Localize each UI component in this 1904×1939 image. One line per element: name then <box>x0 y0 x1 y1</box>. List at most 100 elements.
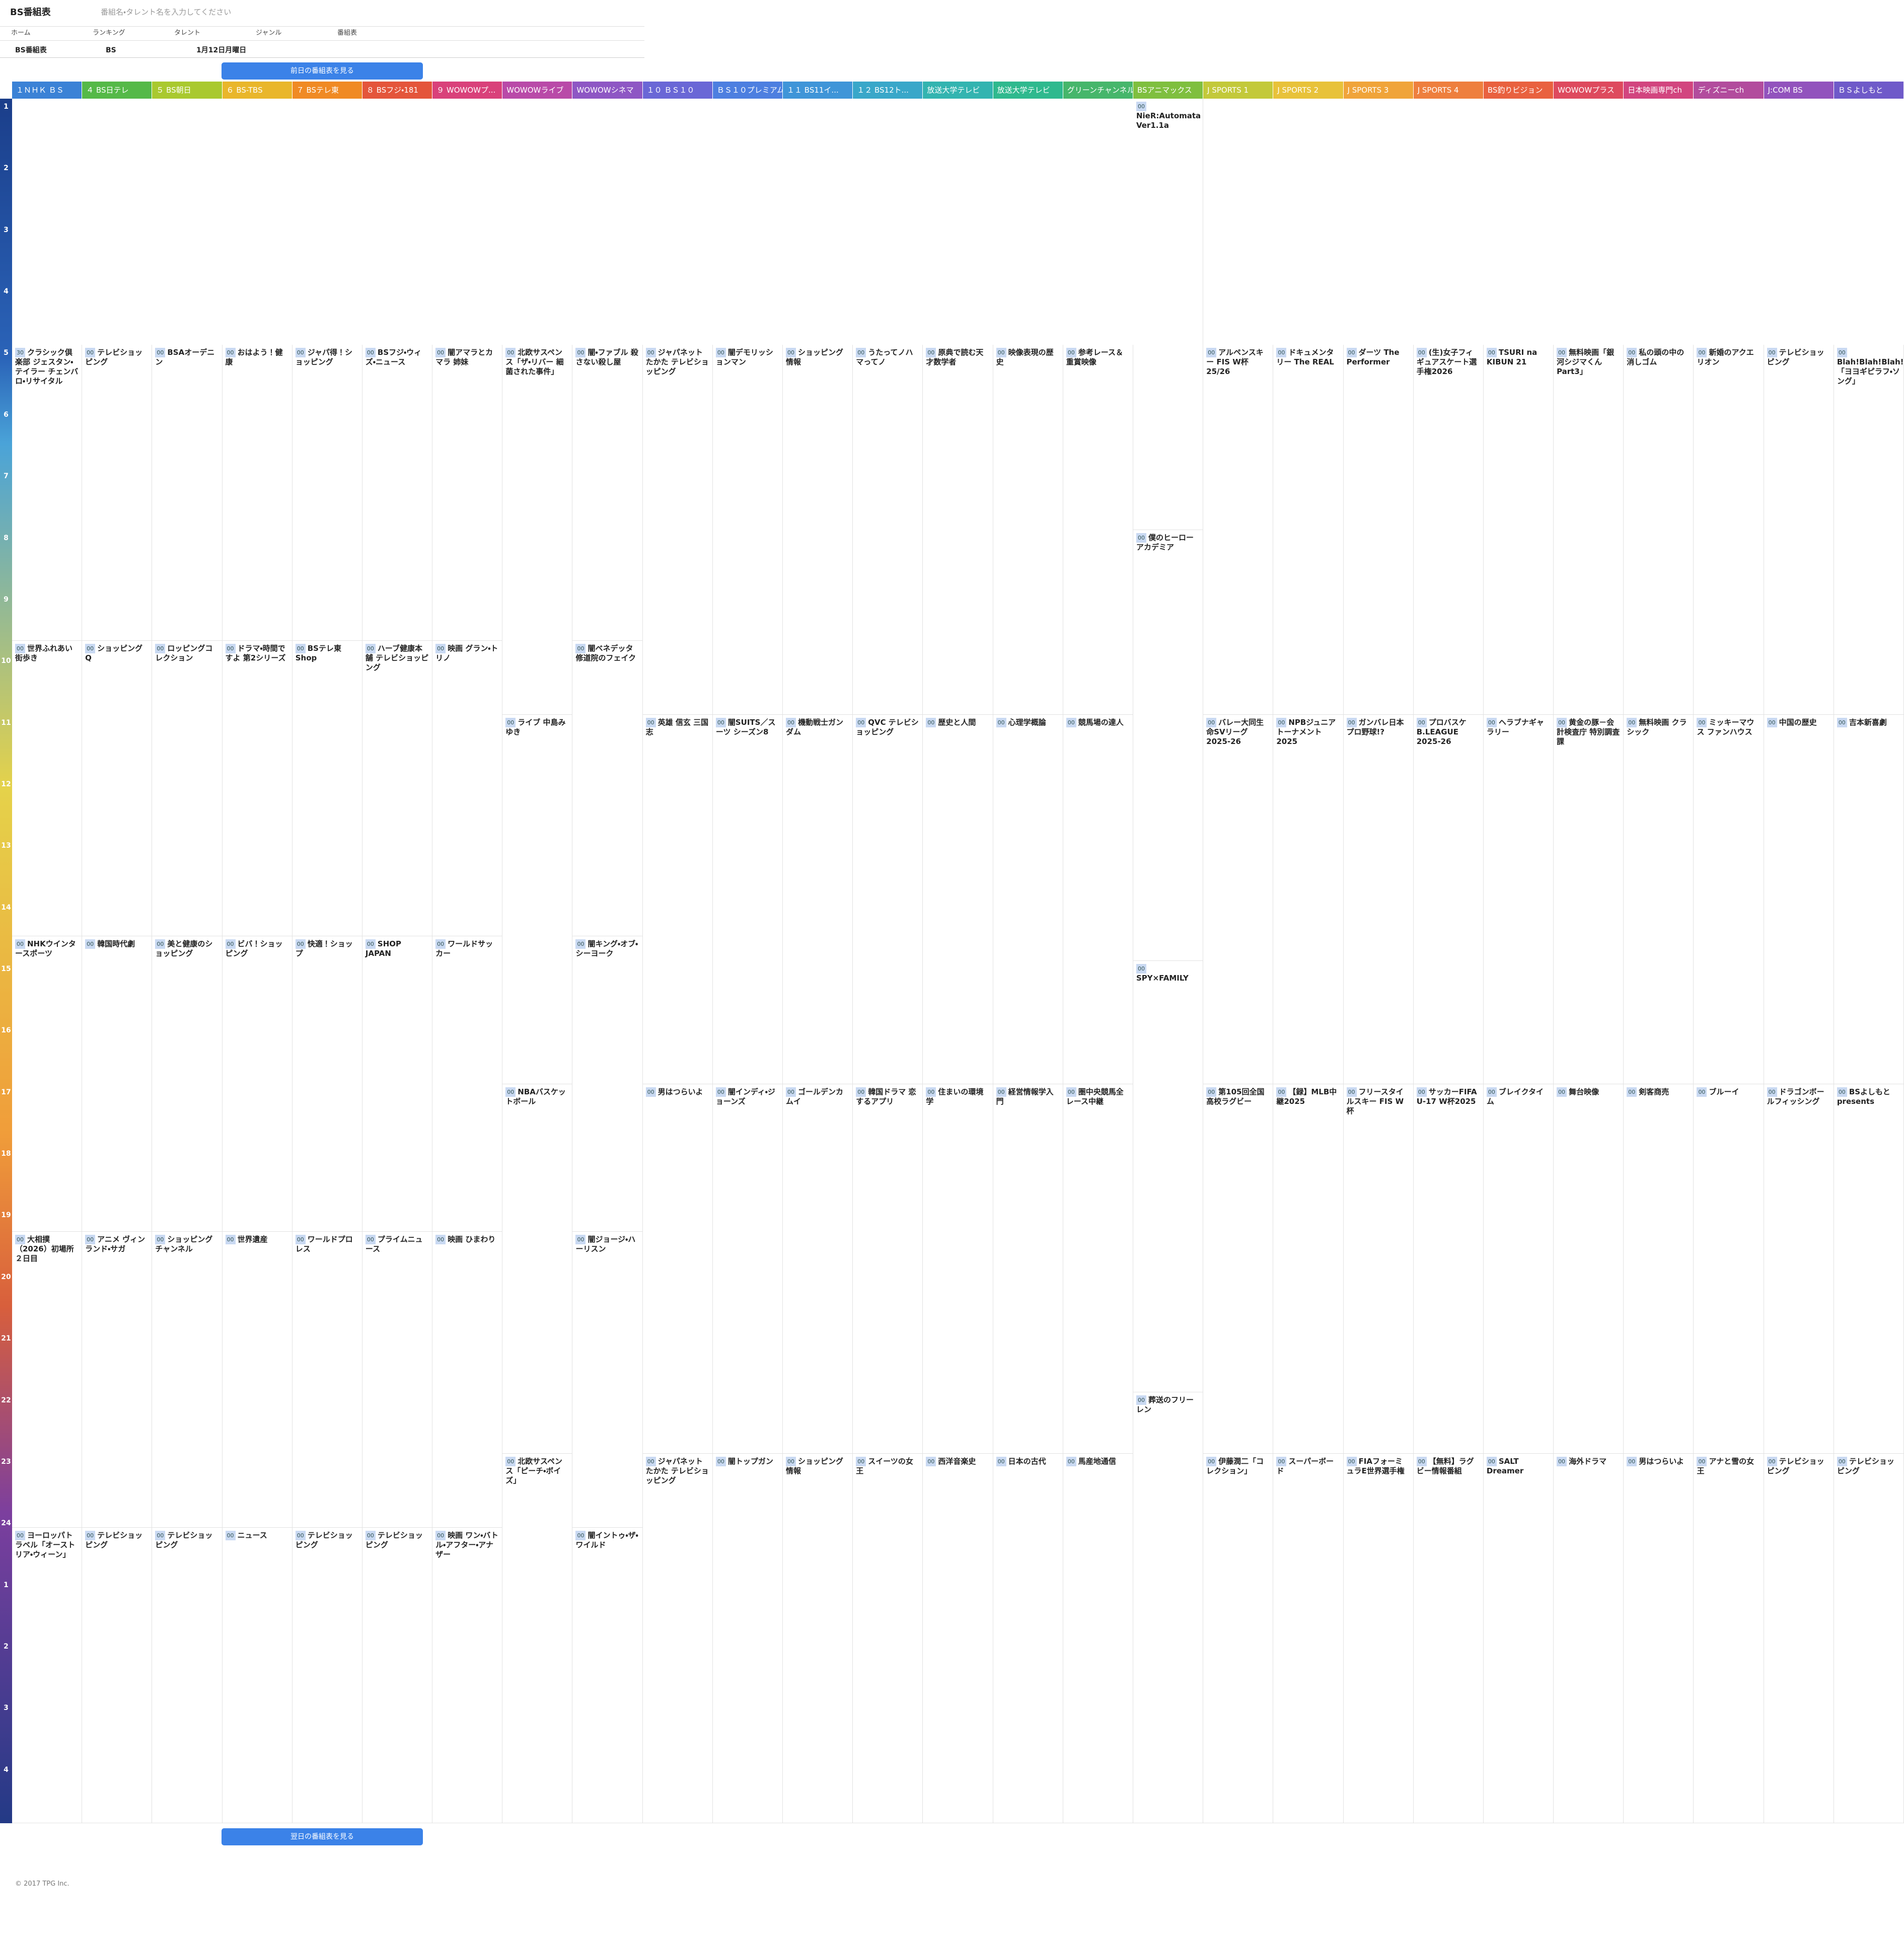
program-cell[interactable]: 00 新婚のアクエリオン <box>1694 345 1764 715</box>
program-cell[interactable]: 00 ジャパネットたかた テレビショッピング <box>642 345 713 715</box>
nav-item[interactable]: 番組表 <box>337 29 357 37</box>
program-cell[interactable]: 00 ブレイクタイム <box>1483 1084 1554 1454</box>
program-cell[interactable]: 00 テレビショッピング <box>1834 1453 1904 1823</box>
program-cell[interactable]: 00 ミッキーマウス ファンハウス <box>1694 714 1764 1084</box>
program-cell[interactable]: 00 ニュース <box>222 1527 292 1823</box>
program-cell[interactable]: 00 僕のヒーローアカデミア <box>1133 530 1204 961</box>
program-cell[interactable]: 00 ショッピング情報 <box>783 1453 853 1823</box>
program-cell[interactable]: 00 大相撲（2026）初場所 ２日目 <box>12 1232 83 1528</box>
nav-item[interactable]: ホーム <box>11 29 31 37</box>
program-cell[interactable]: 00 スーパーボード <box>1273 1453 1344 1823</box>
program-cell[interactable]: 00 闇トップガン <box>712 1453 783 1823</box>
program-cell[interactable]: 00 闇ベネデッタ 修道院のフェイク <box>572 640 643 937</box>
program-cell[interactable]: 00 経営情報学入門 <box>993 1084 1063 1454</box>
program-cell[interactable]: 00 おはよう！健康 <box>222 345 292 641</box>
program-cell[interactable]: 00 プライムニュース <box>362 1232 433 1528</box>
program-cell[interactable]: 00 QVC テレビショッピング <box>853 714 923 1084</box>
logo[interactable]: BS番組表 <box>10 7 51 18</box>
program-cell[interactable]: 00 伊藤潤二「コレクション」 <box>1203 1453 1274 1823</box>
program-cell[interactable]: 00 無料映画 クラシック <box>1624 714 1694 1084</box>
program-cell[interactable]: 00Blah!Blah!Blah!「ヨヨギピラフ・ソング」 <box>1834 345 1904 715</box>
nav-item[interactable]: ジャンル <box>256 29 282 37</box>
next-day-button[interactable]: 翌日の番組表を見る <box>222 1828 423 1845</box>
search-box[interactable]: 番組名・タレント名を入力してください <box>101 8 232 17</box>
program-cell[interactable]: 00 韓国時代劇 <box>82 936 153 1232</box>
program-cell[interactable]: 00 闇インディ・ジョーンズ <box>712 1084 783 1454</box>
program-cell[interactable]: 00 機動戦士ガンダム <box>783 714 853 1084</box>
program-cell[interactable]: 00 ジャパ得！ショッピング <box>292 345 362 641</box>
program-cell[interactable]: 00 黄金の豚－会計検査庁 特別調査課 <box>1554 714 1624 1084</box>
program-cell[interactable]: 00 テレビショッピング <box>362 1527 433 1823</box>
program-cell[interactable]: 00 歴史と人間 <box>923 714 993 1084</box>
program-cell[interactable]: 00 闇SUITS／スーツ シーズン8 <box>712 714 783 1084</box>
program-cell[interactable]: 00 テレビショッピング <box>1764 1453 1834 1823</box>
program-cell[interactable]: 00 SALT Dreamer <box>1483 1453 1554 1823</box>
program-cell[interactable]: 00 ドラマ・時間ですよ 第2シリーズ <box>222 640 292 937</box>
program-cell[interactable]: 00 うたってノハマってノ <box>853 345 923 715</box>
program-cell[interactable]: 00 男はつらいよ <box>1624 1453 1694 1823</box>
program-cell[interactable]: 00 無料映画「銀河シジマくん Part3」 <box>1554 345 1624 715</box>
program-cell[interactable]: 00 アルペンスキー FIS W杯25/26 <box>1203 345 1274 715</box>
program-cell[interactable]: 00 NPBジュニアトーナメント2025 <box>1273 714 1344 1084</box>
program-cell[interactable]: 00 原典で読む天才数学者 <box>923 345 993 715</box>
program-cell[interactable]: 00 ドラゴンボールフィッシング <box>1764 1084 1834 1454</box>
program-cell[interactable]: 00 北欧サスペンス「ピーチ・ボイズ」 <box>502 1453 573 1823</box>
program-cell[interactable]: 00 闇デモリッションマン <box>712 345 783 715</box>
program-cell[interactable]: 00 BSAオーデニン <box>152 345 223 641</box>
program-cell[interactable]: 00 世界遺産 <box>222 1232 292 1528</box>
program-cell[interactable]: 00 ショッピングチャンネル <box>152 1232 223 1528</box>
program-cell[interactable]: 00 闇・ファブル 殺さない殺し屋 <box>572 345 643 641</box>
program-cell[interactable]: 00 ドキュメンタリー The REAL <box>1273 345 1344 715</box>
program-cell[interactable]: 00 テレビショッピング <box>82 1527 153 1823</box>
program-cell[interactable]: 00 ヘラブナギャラリー <box>1483 714 1554 1084</box>
program-cell[interactable]: 00 ショッピング情報 <box>783 345 853 715</box>
program-cell[interactable]: 00 闇ジョージ・ハーリスン <box>572 1232 643 1528</box>
program-cell[interactable]: 30 クラシック倶楽部 ジェスタン・テイラー チェンバロ・リサイタル <box>12 345 83 641</box>
program-cell[interactable]: 00 圏中央競馬全レース中継 <box>1063 1084 1133 1454</box>
program-cell[interactable]: 00 ワールドサッカー <box>432 936 503 1232</box>
program-cell[interactable]: 00 快適！ショップ <box>292 936 362 1232</box>
program-cell[interactable]: 00 ヨーロッパトラベル「オーストリア・ウィーン」 <box>12 1527 83 1823</box>
program-cell[interactable]: 00 映画 ワン・バトル・アフター・アナザー <box>432 1527 503 1823</box>
program-cell[interactable]: 00 ハーブ健康本舗 テレビショッピング <box>362 640 433 937</box>
program-cell[interactable]: 00 テレビショッピング <box>152 1527 223 1823</box>
program-cell[interactable]: 00 美と健康のショッピング <box>152 936 223 1232</box>
program-cell[interactable]: 00 ビバ！ショッピング <box>222 936 292 1232</box>
program-cell[interactable]: 00 闇キング・オブ・シーヨーク <box>572 936 643 1232</box>
program-cell[interactable]: 00 ゴールデンカムイ <box>783 1084 853 1454</box>
program-cell[interactable]: 00 舞台映像 <box>1554 1084 1624 1454</box>
program-cell[interactable]: 00 プロバスケ B.LEAGUE 2025-26 <box>1413 714 1484 1084</box>
program-cell[interactable]: 00 海外ドラマ <box>1554 1453 1624 1823</box>
program-cell[interactable]: 00 映画 グラン・トリノ <box>432 640 503 937</box>
program-cell[interactable]: 00 吉本新喜劇 <box>1834 714 1904 1084</box>
program-cell[interactable]: 00 映像表現の歴史 <box>993 345 1063 715</box>
program-cell[interactable]: 00 (生)女子フィギュアスケート選手権2026 <box>1413 345 1484 715</box>
program-cell[interactable]: 00 BSフジ・ウィズ・ニュース <box>362 345 433 641</box>
select-box[interactable]: BS番組表 <box>15 46 47 54</box>
program-cell[interactable]: 00 アニメ ヴィンランド・サガ <box>82 1232 153 1528</box>
program-cell[interactable]: 00 バレー大同生命SVリーグ2025-26 <box>1203 714 1274 1084</box>
program-cell[interactable]: 00 【無料】ラグビー情報番組 <box>1413 1453 1484 1823</box>
program-cell[interactable]: 00 ブルーイ <box>1694 1084 1764 1454</box>
program-cell[interactable]: 00 FIAフォーミュラE世界選手権 <box>1343 1453 1414 1823</box>
program-cell[interactable]: 00 第105回全国高校ラグビー <box>1203 1084 1274 1454</box>
program-cell[interactable]: 00 アナと雪の女王 <box>1694 1453 1764 1823</box>
program-cell[interactable]: 00 ダーツ The Performer <box>1343 345 1414 715</box>
program-cell[interactable]: 00 スイーツの女王 <box>853 1453 923 1823</box>
program-cell[interactable]: 00 テレビショッピング <box>1764 345 1834 715</box>
program-cell[interactable]: 00 世界ふれあい街歩き <box>12 640 83 937</box>
program-cell[interactable]: 00 心理学概論 <box>993 714 1063 1084</box>
program-cell[interactable]: 00 競馬場の達人 <box>1063 714 1133 1084</box>
program-cell[interactable]: 00 ロッピングコレクション <box>152 640 223 937</box>
program-cell[interactable]: 00 サッカーFIFA U-17 W杯2025 <box>1413 1084 1484 1454</box>
program-cell[interactable]: 00 北欧サスペンス「ザ・リバー 細菌された事件」 <box>502 345 573 715</box>
program-cell[interactable]: 00 SHOP JAPAN <box>362 936 433 1232</box>
program-cell[interactable]: 00 ワールドプロレス <box>292 1232 362 1528</box>
program-cell[interactable]: 00 ジャパネットたかた テレビショッピング <box>642 1453 713 1823</box>
program-cell[interactable]: 00 BSテレ東Shop <box>292 640 362 937</box>
program-cell[interactable]: 00 フリースタイルスキー FIS W杯 <box>1343 1084 1414 1454</box>
program-cell[interactable]: 00 NHKウインタースポーツ <box>12 936 83 1232</box>
program-cell[interactable]: 00 韓国ドラマ 恋するアプリ <box>853 1084 923 1454</box>
prev-day-button[interactable]: 前日の番組表を見る <box>222 62 423 80</box>
program-cell[interactable]: 00 西洋音楽史 <box>923 1453 993 1823</box>
